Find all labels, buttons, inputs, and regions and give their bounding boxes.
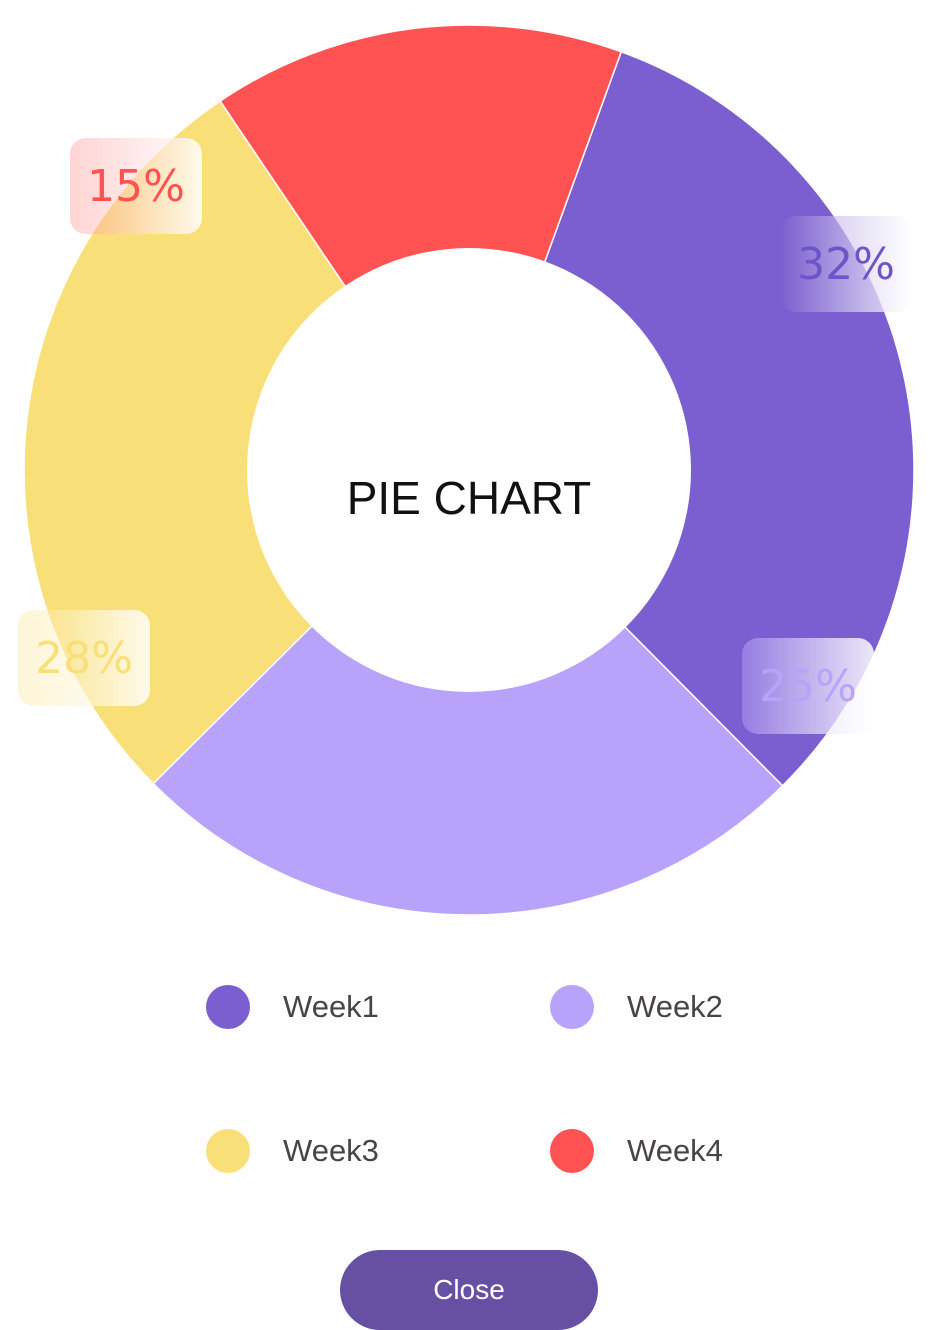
legend-swatch [550,985,594,1029]
legend-item-week4: Week4 [550,1129,723,1173]
close-button[interactable]: Close [340,1250,598,1330]
legend-label: Week3 [283,1133,379,1168]
legend-label: Week2 [627,989,723,1024]
percentage-label-week4: 15% [70,138,202,234]
legend-swatch [550,1129,594,1173]
chart-title: PIE CHART [347,472,592,524]
percentage-label-week1: 32% [780,216,912,312]
pie-slice-week2 [152,468,784,916]
legend-item-week2: Week2 [550,985,723,1029]
pie-slice-week4 [219,24,623,472]
legend-item-week1: Week1 [206,985,379,1029]
donut-hole [247,248,691,692]
legend-item-week3: Week3 [206,1129,379,1173]
legend-swatch [206,1129,250,1173]
percentage-label-week3: 28% [18,610,150,706]
percentage-label-week2: 25% [742,638,874,734]
legend-label: Week1 [283,989,379,1024]
legend-swatch [206,985,250,1029]
legend-label: Week4 [627,1133,723,1168]
